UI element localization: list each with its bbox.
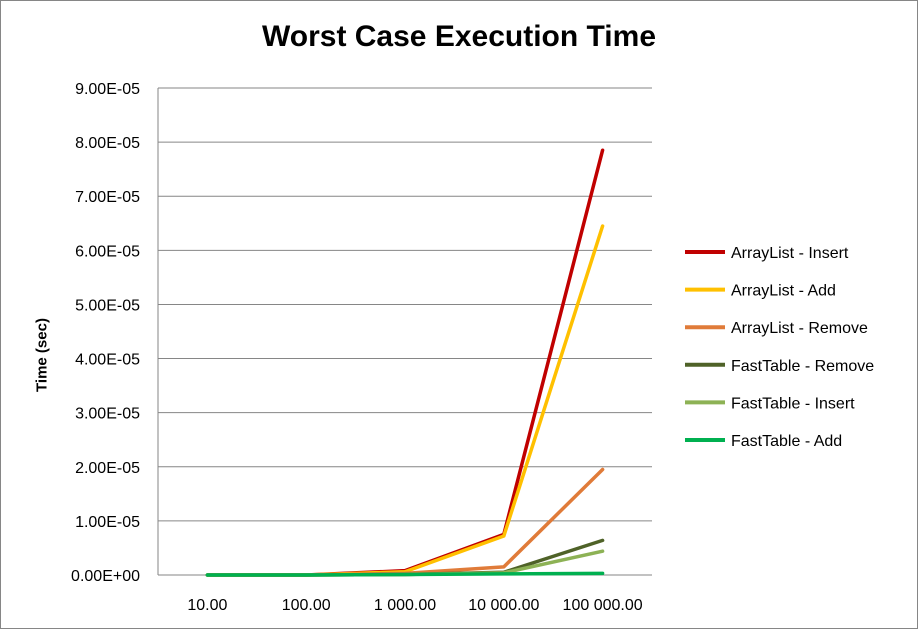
series-line xyxy=(205,148,605,577)
x-tick-label: 10.00 xyxy=(187,597,227,614)
legend-label: ArrayList - Remove xyxy=(731,320,868,337)
x-tick-label: 10 000.00 xyxy=(468,597,539,614)
x-tick-label: 1 000.00 xyxy=(374,597,436,614)
chart-title: Worst Case Execution Time xyxy=(261,20,656,53)
x-tick-label: 100.00 xyxy=(282,597,331,614)
legend-label: ArrayList - Add xyxy=(731,283,836,300)
gridlines xyxy=(157,87,652,576)
series-line xyxy=(205,224,605,577)
series-lines xyxy=(205,148,605,577)
x-tick-label: 100 000.00 xyxy=(563,597,643,614)
y-tick-label: 0.00E+00 xyxy=(71,568,140,585)
legend-label: FastTable - Add xyxy=(731,433,842,450)
legend-label: FastTable - Remove xyxy=(731,358,874,375)
y-tick-labels: 0.00E+00 1.00E-05 2.00E-05 3.00E-05 4.00E-05… xyxy=(71,81,140,585)
series-line xyxy=(205,571,605,577)
y-tick-label: 9.00E-05 xyxy=(75,81,140,98)
y-tick-label: 7.00E-05 xyxy=(75,189,140,206)
legend-label: ArrayList - Insert xyxy=(731,245,849,262)
y-tick-label: 8.00E-05 xyxy=(75,135,140,152)
legend: ArrayList - Insert ArrayList - Add ArrayLi… xyxy=(685,245,874,450)
y-tick-label: 6.00E-05 xyxy=(75,243,140,260)
legend-label: FastTable - Insert xyxy=(731,395,855,412)
y-tick-label: 2.00E-05 xyxy=(75,460,140,477)
x-tick-labels: 10.00 100.00 1 000.00 10 000.00 100 000.00 xyxy=(187,597,642,614)
y-tick-label: 4.00E-05 xyxy=(75,352,140,369)
y-tick-label: 3.00E-05 xyxy=(75,406,140,423)
y-tick-label: 1.00E-05 xyxy=(75,514,140,531)
y-tick-label: 5.00E-05 xyxy=(75,297,140,314)
